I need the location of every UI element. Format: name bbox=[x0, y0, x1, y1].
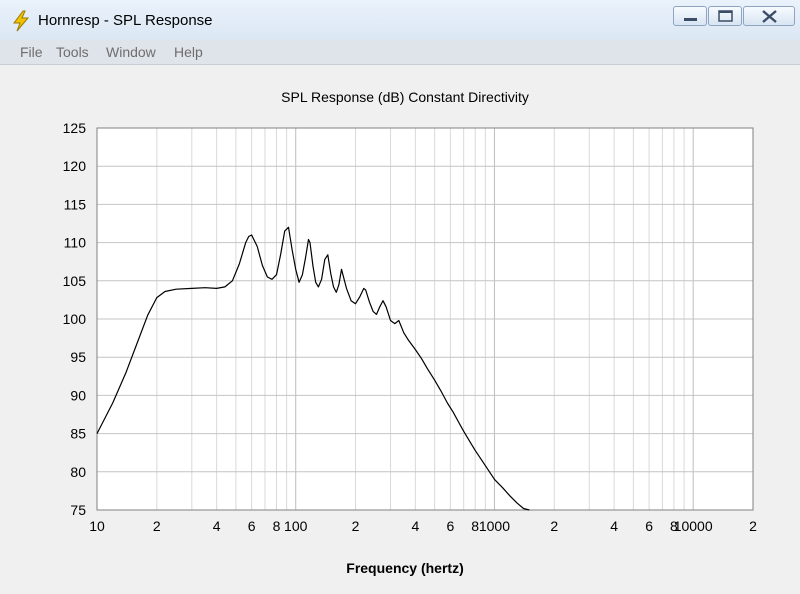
menu-bar: File Tools Window Help bbox=[0, 40, 800, 65]
x-tick-label: 8 bbox=[471, 518, 479, 534]
y-tick-label: 110 bbox=[64, 235, 87, 251]
x-tick-label: 2 bbox=[153, 518, 161, 534]
close-button[interactable] bbox=[743, 6, 795, 26]
maximize-button[interactable] bbox=[708, 6, 742, 26]
menu-item-file[interactable]: File bbox=[20, 44, 43, 60]
series-line-spl bbox=[96, 226, 530, 511]
menu-item-window[interactable]: Window bbox=[106, 44, 156, 60]
window-title: Hornresp - SPL Response bbox=[38, 12, 213, 29]
x-tick-label: 4 bbox=[213, 518, 221, 534]
y-tick-label: 80 bbox=[70, 464, 86, 480]
maximize-icon bbox=[718, 10, 733, 22]
y-tick-label: 90 bbox=[70, 387, 86, 403]
x-tick-label: 2 bbox=[550, 518, 558, 534]
x-tick-label: 6 bbox=[446, 518, 454, 534]
y-tick-label: 75 bbox=[70, 502, 86, 518]
y-tick-label: 85 bbox=[70, 426, 86, 442]
x-tick-label: 2 bbox=[749, 518, 757, 534]
spl-response-chart: SPL Response (dB) Constant Directivity 1… bbox=[63, 89, 757, 576]
chart-area: SPL Response (dB) Constant Directivity 1… bbox=[0, 65, 800, 594]
x-tick-label: 10 bbox=[89, 518, 105, 534]
series-layer bbox=[96, 226, 530, 511]
lightning-icon bbox=[13, 10, 30, 32]
y-tick-label: 95 bbox=[70, 349, 86, 365]
x-tick-label: 2 bbox=[352, 518, 360, 534]
x-tick-label: 8 bbox=[273, 518, 281, 534]
y-axis-ticks: 125 120 115 110 105 100 95 90 85 80 75 bbox=[63, 120, 87, 518]
minimize-icon bbox=[684, 18, 697, 21]
chart-title: SPL Response (dB) Constant Directivity bbox=[281, 89, 529, 105]
y-tick-label: 120 bbox=[63, 158, 87, 174]
x-tick-label: 4 bbox=[411, 518, 419, 534]
title-bar[interactable]: Hornresp - SPL Response bbox=[0, 0, 800, 40]
menu-item-help[interactable]: Help bbox=[174, 44, 203, 60]
menu-item-tools[interactable]: Tools bbox=[56, 44, 89, 60]
close-icon bbox=[762, 10, 777, 23]
plot-border bbox=[96, 127, 754, 511]
y-tick-label: 100 bbox=[63, 311, 87, 327]
minimize-button[interactable] bbox=[673, 6, 707, 26]
x-tick-label: 8 bbox=[670, 518, 678, 534]
x-axis-label: Frequency (hertz) bbox=[346, 560, 463, 576]
x-tick-label: 6 bbox=[248, 518, 256, 534]
grid-major bbox=[96, 127, 754, 511]
x-tick-label: 10000 bbox=[674, 518, 713, 534]
x-tick-label: 6 bbox=[645, 518, 653, 534]
x-tick-label: 4 bbox=[610, 518, 618, 534]
y-tick-label: 115 bbox=[64, 196, 87, 212]
y-tick-label: 125 bbox=[63, 120, 87, 136]
x-tick-label: 1000 bbox=[479, 518, 510, 534]
x-tick-label: 100 bbox=[284, 518, 308, 534]
y-tick-label: 105 bbox=[63, 273, 87, 289]
